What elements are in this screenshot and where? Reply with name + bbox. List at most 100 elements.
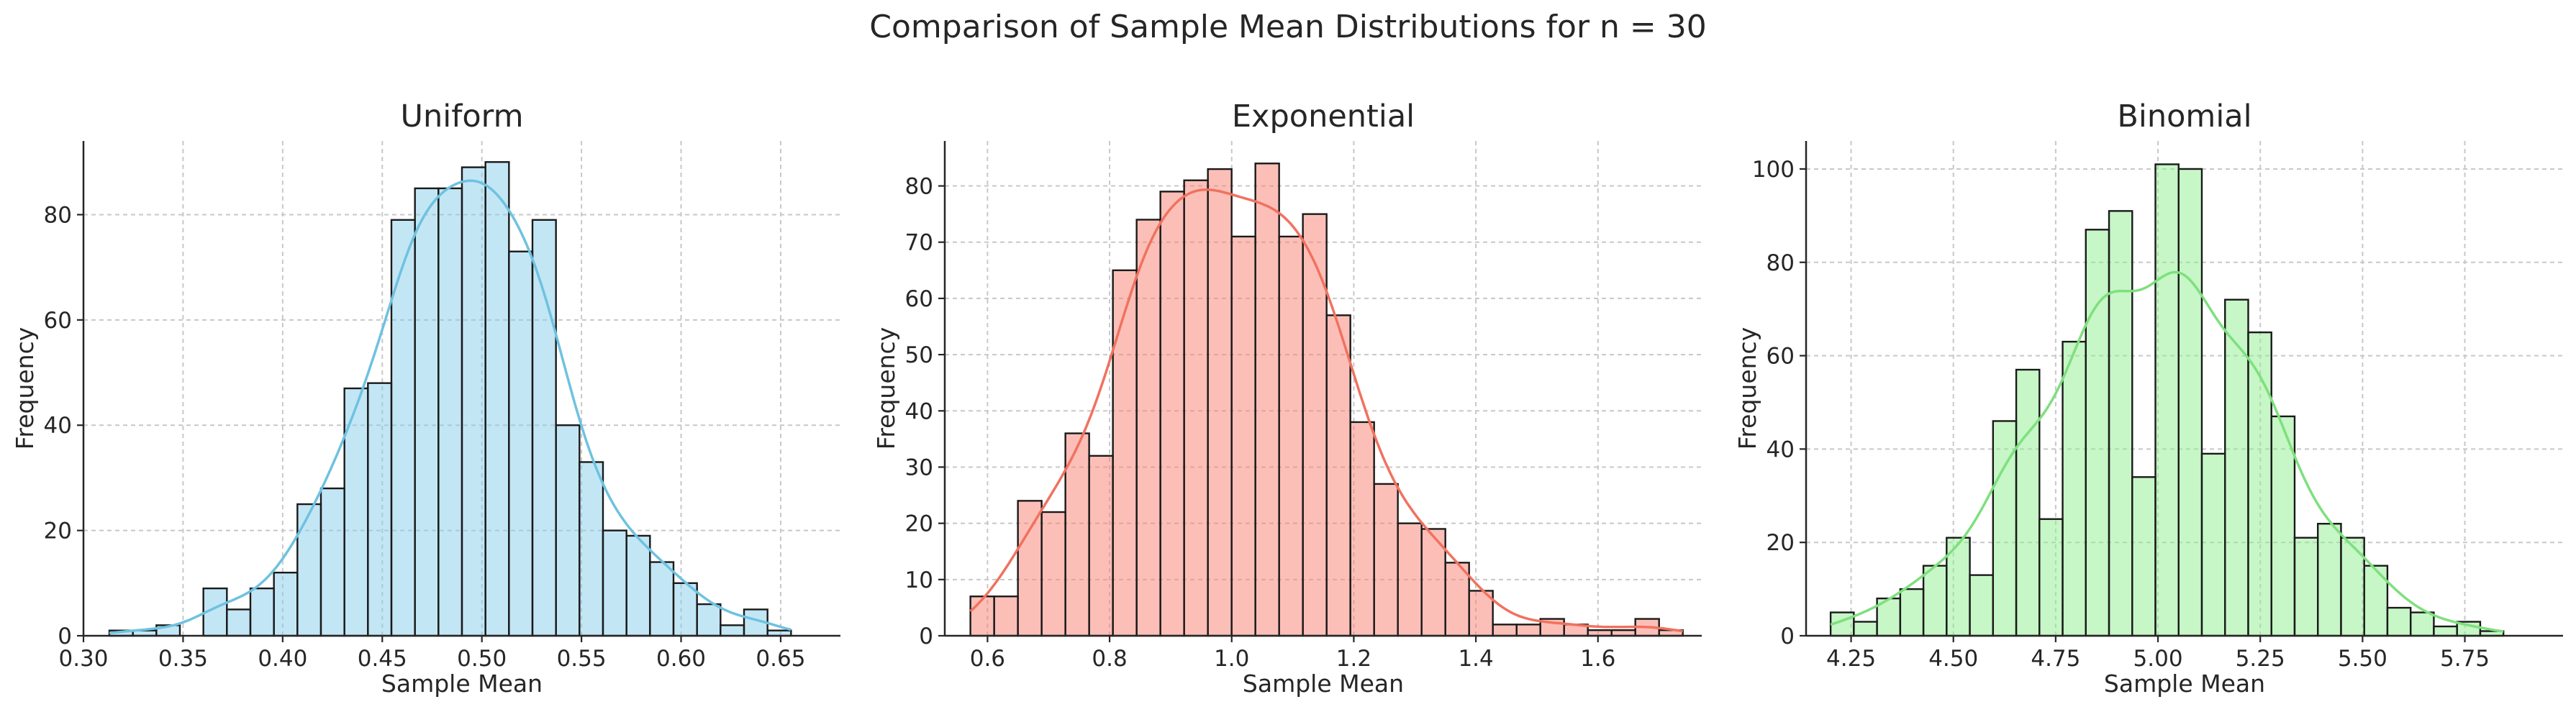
exponential-ytick-label: 20 [905, 511, 933, 537]
exponential-panel: 0.6 0.8 1.0 1.2 1.4 1.6 0 10 20 30 40 50 60 70 80 Expon… [872, 99, 1702, 698]
exponential-histogram-bar [1040, 511, 1066, 637]
binomial-histogram-bar [1853, 621, 1878, 637]
binomial-xtick-label: 4.50 [1928, 646, 1978, 672]
exponential-histogram-bar [1064, 432, 1090, 637]
binomial-y-axis-label: Frequency [1733, 327, 1761, 449]
uniform-xtick-label: 0.30 [58, 646, 108, 672]
binomial-panel: 4.25 4.50 4.75 5.00 5.25 5.50 5.75 0 20 40 60 80 100… [1733, 99, 2563, 698]
binomial-histogram-bar [2015, 368, 2041, 637]
uniform-histogram-bar [273, 571, 299, 637]
exponential-xtick-label: 1.4 [1458, 646, 1493, 672]
exponential-ytick-label: 40 [905, 398, 933, 424]
binomial-histogram-bar [2293, 537, 2319, 637]
binomial-panel-title: Binomial [2117, 99, 2251, 134]
exponential-xtick-label: 1.0 [1214, 646, 1249, 672]
binomial-xtick-label: 5.75 [2440, 646, 2490, 672]
exponential-y-axis-label: Frequency [872, 327, 900, 449]
binomial-histogram-bar [2154, 163, 2180, 637]
exponential-histogram-bar [1112, 269, 1138, 637]
binomial-ytick-label: 60 [1767, 344, 1795, 370]
exponential-histogram-bar [1515, 624, 1541, 637]
binomial-kde-curve [1830, 270, 2504, 633]
binomial-histogram-bar [2363, 565, 2389, 637]
exponential-ytick-label: 30 [905, 455, 933, 480]
uniform-ytick-label: 40 [44, 413, 72, 439]
uniform-ytick-label: 80 [44, 202, 72, 228]
exponential-histogram-bar [1183, 179, 1209, 637]
exponential-histogram-bar [1302, 213, 1328, 637]
uniform-histogram-bar [319, 487, 345, 637]
uniform-histogram-bar [249, 587, 275, 637]
exponential-histogram-bar [1492, 624, 1518, 637]
exponential-histogram-bar [1207, 168, 1233, 637]
uniform-histogram-bar [531, 219, 557, 637]
binomial-ytick-label: 20 [1767, 530, 1795, 556]
exponential-kde-curve [969, 188, 1683, 633]
exponential-x-axis-label: Sample Mean [1243, 670, 1404, 698]
exponential-histogram-bar [1088, 455, 1114, 637]
uniform-histogram-bar [437, 187, 463, 637]
uniform-histogram-bar [555, 424, 581, 637]
uniform-y-axis-label: Frequency [11, 327, 39, 449]
exponential-xtick-label: 0.6 [970, 646, 1005, 672]
binomial-histogram-bar [2433, 625, 2458, 637]
exponential-panel-title: Exponential [1232, 99, 1415, 134]
binomial-histogram-bar [2038, 518, 2064, 637]
uniform-histogram-bar [672, 582, 698, 637]
uniform-histogram-bar [625, 534, 651, 637]
uniform-histogram-bar [226, 608, 252, 637]
binomial-histogram-bar [2200, 452, 2226, 637]
exponential-histogram-bar [1230, 235, 1256, 637]
binomial-histogram-bar [2340, 537, 2365, 637]
exponential-histogram-bar [969, 595, 995, 637]
binomial-histogram-bar [2270, 415, 2296, 637]
exponential-histogram-bar [1397, 522, 1423, 637]
uniform-histogram-bar [720, 624, 745, 637]
exponential-xtick-label: 1.6 [1580, 646, 1615, 672]
exponential-histogram-bar [1159, 191, 1185, 637]
uniform-histogram-bar [461, 166, 486, 637]
binomial-ytick-label: 100 [1752, 157, 1795, 183]
exponential-histogram-bar [1135, 219, 1161, 637]
uniform-ytick-label: 0 [58, 624, 72, 649]
exponential-ytick-label: 70 [905, 230, 933, 256]
binomial-xtick-label: 4.25 [1826, 646, 1876, 672]
binomial-xtick-label: 5.25 [2236, 646, 2285, 672]
uniform-xtick-label: 0.50 [457, 646, 507, 672]
uniform-histogram-bar [414, 187, 440, 637]
binomial-histogram-bar [2062, 340, 2087, 637]
exponential-histogram-bar [1254, 163, 1280, 637]
exponential-xtick-label: 1.2 [1336, 646, 1371, 672]
binomial-ytick-label: 40 [1767, 437, 1795, 462]
binomial-histogram-bar [2131, 476, 2157, 637]
uniform-histogram-bar [579, 461, 604, 637]
exponential-xtick-label: 0.8 [1092, 646, 1127, 672]
uniform-histogram-bar [484, 161, 510, 637]
uniform-panel-title: Uniform [401, 99, 524, 134]
binomial-histogram-bar [1992, 420, 2018, 637]
binomial-xtick-label: 4.75 [2031, 646, 2080, 672]
uniform-histogram-bar [602, 529, 627, 637]
binomial-histogram-bar [1922, 565, 1948, 637]
binomial-histogram-bar [1899, 588, 1925, 637]
uniform-kde-curve [109, 179, 792, 634]
exponential-histogram-bar [993, 595, 1019, 637]
binomial-histogram-bar [1969, 574, 1995, 637]
exponential-histogram-bar [1349, 421, 1375, 637]
binomial-histogram-bar [2247, 331, 2272, 637]
exponential-ytick-label: 50 [905, 342, 933, 368]
exponential-histogram-bar [1278, 235, 1304, 637]
binomial-ytick-label: 80 [1767, 250, 1795, 276]
uniform-panel: 0.30 0.35 0.40 0.45 0.50 0.55 0.60 0.65 0 20 40 60 8… [11, 99, 840, 698]
uniform-xtick-label: 0.55 [557, 646, 607, 672]
binomial-x-axis-label: Sample Mean [2104, 670, 2265, 698]
uniform-xtick-label: 0.65 [756, 646, 805, 672]
uniform-ytick-label: 20 [44, 519, 72, 544]
binomial-histogram-bar [2409, 611, 2435, 637]
uniform-xtick-label: 0.45 [358, 646, 407, 672]
binomial-histogram-bar [2317, 523, 2342, 637]
exponential-histogram-bar [1373, 483, 1399, 637]
uniform-xtick-label: 0.60 [656, 646, 706, 672]
exponential-histogram-bar [1017, 500, 1043, 637]
